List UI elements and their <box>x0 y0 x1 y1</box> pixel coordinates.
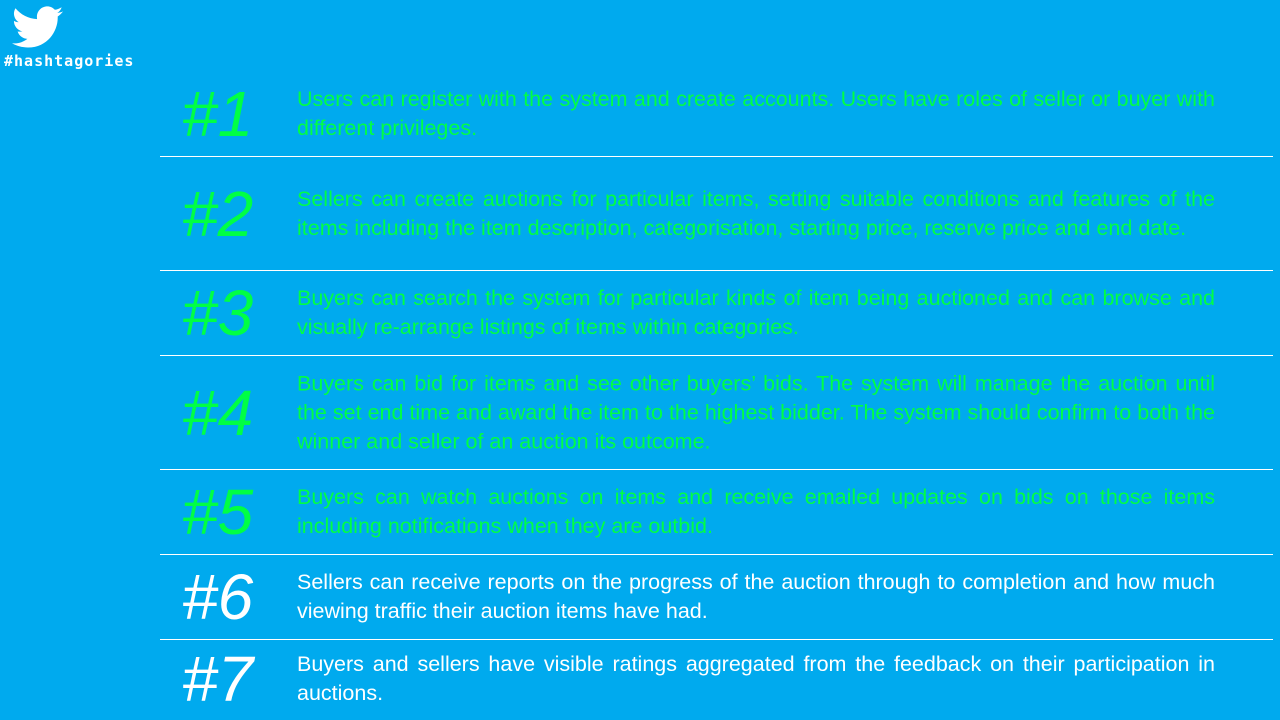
item-number: #7 <box>182 643 254 715</box>
item-text: Buyers can watch auctions on items and r… <box>297 485 1215 538</box>
list-item: #3 Buyers can search the system for part… <box>160 271 1273 356</box>
item-number: #1 <box>182 78 254 150</box>
list-item: #1 Users can register with the system an… <box>160 72 1273 157</box>
list-item: #7 Buyers and sellers have visible ratin… <box>160 640 1273 718</box>
twitter-bird-icon <box>12 6 64 48</box>
list-item: #2 Sellers can create auctions for parti… <box>160 157 1273 271</box>
item-number: #5 <box>182 476 254 548</box>
item-text: Sellers can receive reports on the progr… <box>297 570 1215 623</box>
item-text: Users can register with the system and c… <box>297 87 1215 140</box>
item-text: Buyers and sellers have visible ratings … <box>297 652 1215 705</box>
item-number: #6 <box>182 561 254 633</box>
item-number: #3 <box>182 277 254 349</box>
item-text: Buyers can bid for items and see other b… <box>297 371 1215 453</box>
item-number: #2 <box>182 177 254 250</box>
list-item: #4 Buyers can bid for items and see othe… <box>160 356 1273 470</box>
item-text: Sellers can create auctions for particul… <box>297 186 1215 240</box>
list-item: #5 Buyers can watch auctions on items an… <box>160 470 1273 555</box>
list-item: #6 Sellers can receive reports on the pr… <box>160 555 1273 640</box>
brand-logo: #hashtagories <box>4 6 174 70</box>
hashtag-label: #hashtagories <box>4 52 135 70</box>
item-number: #4 <box>182 376 254 449</box>
requirements-list: #1 Users can register with the system an… <box>160 72 1273 718</box>
item-text: Buyers can search the system for particu… <box>297 286 1215 339</box>
